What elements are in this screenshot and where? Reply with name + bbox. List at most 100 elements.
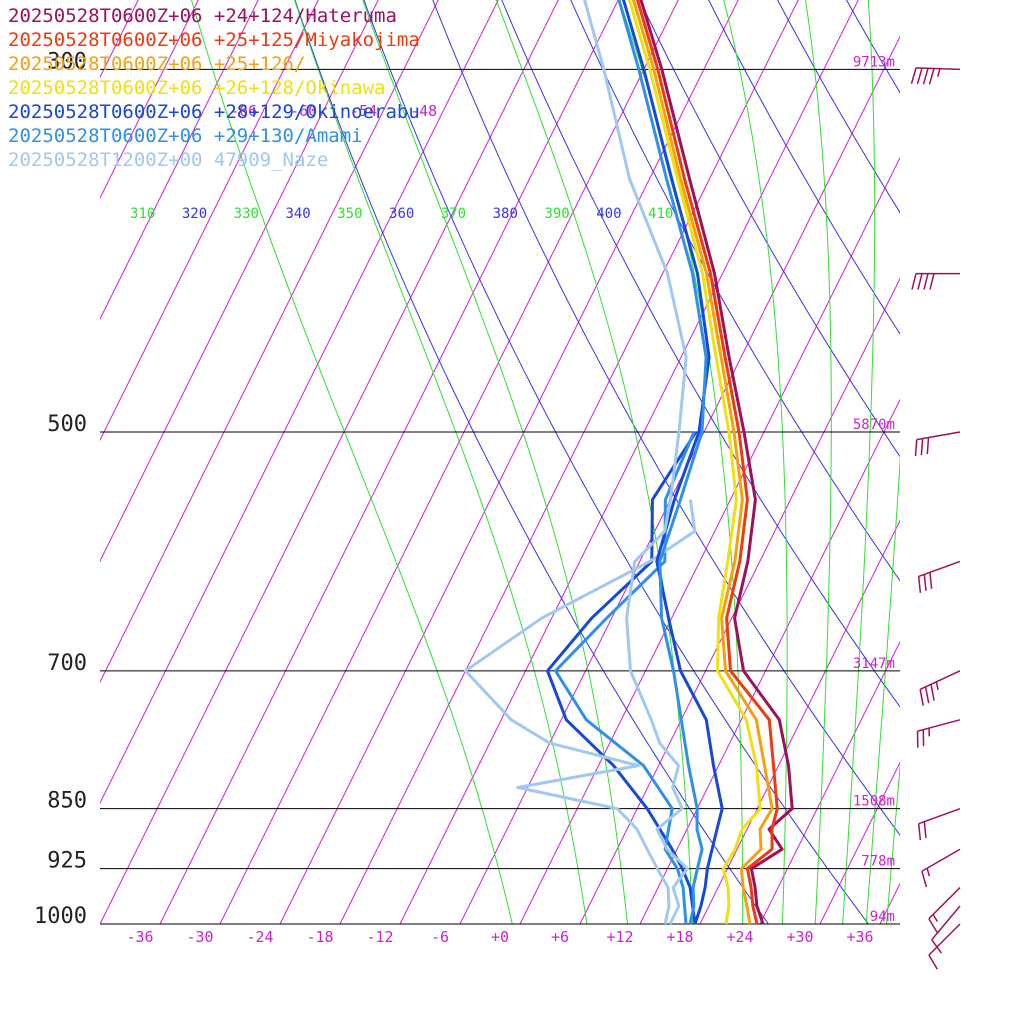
theta-label: 380: [493, 206, 518, 222]
temperature-traces: [583, 0, 794, 925]
theta-label: 360: [389, 206, 414, 222]
height-label: 778m: [861, 854, 895, 870]
theta-label: 410: [648, 206, 673, 222]
wind-barb-feather: [919, 689, 924, 706]
wind-barb-feather: [917, 823, 922, 841]
wind-barb: [919, 670, 961, 706]
temperature-tick-label: -18: [306, 928, 333, 946]
wind-barb-feather: [928, 68, 935, 85]
theta-label: 400: [596, 206, 621, 222]
theta-label: 330: [234, 206, 259, 222]
wind-barb-staff: [928, 923, 961, 956]
wind-barb: [917, 807, 961, 841]
theta-label: 350: [337, 206, 362, 222]
legend-entry-okinoerabu: 20250528T0600Z+06 +28+129/Okinoerabu: [8, 101, 420, 123]
wind-barb-feather: [922, 68, 929, 85]
pressure-label: 700: [47, 651, 87, 676]
wind-barb-staff: [918, 560, 961, 578]
moist-adiabat-line: [886, 762, 900, 924]
temperature-trace: [639, 0, 794, 925]
moist-adiabat-lines: [190, 0, 900, 924]
legend-entry-amami: 20250528T0600Z+06 +29+130/Amami: [8, 125, 363, 147]
isotherm-line: [399, 0, 859, 924]
moist-adiabat-line: [618, 0, 744, 924]
wind-barb-feather: [911, 273, 917, 290]
wind-barb-feather: [930, 684, 935, 701]
pressure-label: 300: [47, 49, 87, 74]
wind-barb-half-feather: [935, 681, 939, 691]
isotherm-line: [279, 0, 739, 924]
temperature-tick-label: -36: [126, 928, 153, 946]
theta-label: 320: [182, 206, 207, 222]
isotherm-label: -66: [230, 102, 257, 120]
wind-barb-staff: [916, 67, 961, 71]
legend-entry-hateruma: 20250528T0600Z+06 +24+124/Hateruma: [8, 5, 397, 27]
legend-entry-okinawa: 20250528T0600Z+06 +26+128/Okinawa: [8, 77, 386, 99]
dewpoint-traces: [464, 431, 698, 925]
dry-adiabat-line: [576, 0, 1024, 924]
theta-label: 310: [130, 206, 155, 222]
temperature-tick-label: +6: [551, 928, 569, 946]
wind-barb-feather: [910, 67, 917, 84]
pressure-label: 500: [47, 412, 87, 437]
theta-label: 340: [285, 206, 310, 222]
wind-barb-feather: [920, 438, 924, 456]
isotherm-line: [639, 398, 900, 924]
dry-adiabat-line: [363, 0, 869, 924]
wind-barb-staff: [918, 807, 961, 825]
moist-adiabat-line: [495, 0, 694, 924]
moist-adiabat-line: [842, 0, 876, 924]
legend-entry-site-25-126: 20250528T0600Z+06 +25+126/: [8, 53, 306, 75]
temperature-trace: [621, 0, 724, 925]
wind-barb-feather: [921, 871, 928, 888]
pressure-label: 925: [47, 849, 87, 874]
isotherm-line: [759, 640, 900, 924]
moist-adiabat-line: [723, 0, 788, 924]
wind-barb-feather: [917, 576, 922, 593]
wind-barb-staff: [919, 670, 961, 691]
wind-barb: [914, 431, 961, 457]
wind-barb-feather: [924, 686, 930, 704]
temperature-tick-label: -24: [246, 928, 273, 946]
wind-barb: [916, 719, 961, 748]
theta-label: 390: [544, 206, 569, 222]
moist-adiabat-line: [865, 455, 900, 924]
wind-barb-staff: [917, 719, 961, 732]
dry-adiabat-line: [570, 0, 900, 582]
temperature-tick-label: +36: [846, 928, 873, 946]
isotherm-label: -54: [350, 102, 377, 120]
dry-adiabat-line: [432, 0, 900, 836]
isotherm-line: [579, 277, 900, 924]
moist-adiabat-line: [190, 0, 513, 924]
axis-labels: 10016649m15014251m20012465m25010986m3009…: [34, 49, 895, 946]
wind-barb-feather: [923, 574, 927, 591]
isotherm-line: [100, 0, 559, 924]
temperature-trace: [583, 0, 689, 925]
temperature-tick-label: +30: [786, 928, 813, 946]
isotherm-line: [159, 0, 619, 924]
wind-barb-feather: [928, 918, 939, 934]
wind-barb: [911, 272, 960, 290]
isobar-lines: [100, 68, 900, 925]
wind-barb-feather: [928, 954, 939, 970]
isotherm-line: [100, 0, 379, 563]
wind-barb-feather: [926, 437, 930, 455]
dry-adiabat-line: [845, 0, 900, 94]
wind-barb-feather: [916, 67, 923, 85]
wind-barb-feather: [914, 439, 918, 457]
height-label: 1508m: [853, 794, 895, 810]
wind-barb-feather: [923, 821, 927, 839]
isotherm-label: -60: [290, 102, 317, 120]
temperature-tick-label: +18: [666, 928, 693, 946]
height-label: 9713m: [853, 54, 895, 70]
height-label: 3147m: [853, 656, 895, 672]
temperature-trace: [617, 0, 708, 925]
height-label: 5870m: [853, 417, 895, 433]
wind-barbs: [910, 67, 961, 970]
wind-barb-feather: [917, 273, 923, 290]
chart-legend: 20250528T0600Z+06 +24+124/Hateruma 20250…: [8, 4, 420, 172]
wind-barb-feather: [929, 273, 935, 290]
moist-adiabat-line: [805, 0, 832, 924]
legend-entry-miyakojima: 20250528T0600Z+06 +25+125/Miyakojima: [8, 29, 420, 51]
